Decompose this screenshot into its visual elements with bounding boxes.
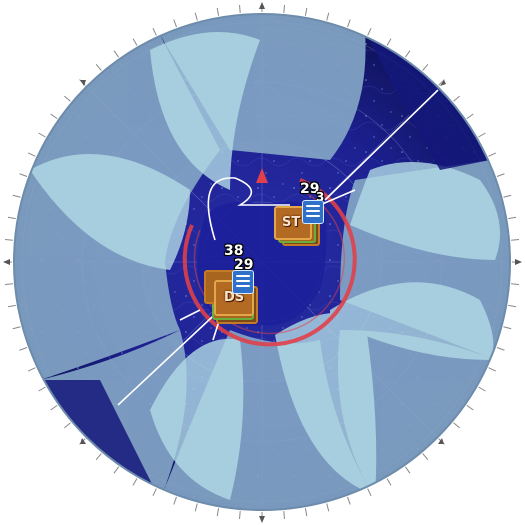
northeast-marker-icon <box>440 80 446 86</box>
compass-tick <box>194 503 198 512</box>
compass-tick <box>488 367 497 372</box>
west-marker-icon <box>3 259 10 265</box>
compass-tick <box>347 496 351 505</box>
compass-markers <box>3 2 522 523</box>
compass-tick <box>511 283 520 285</box>
compass-tick <box>496 347 505 351</box>
fleet-upper-count-top: 29 <box>300 181 320 197</box>
compass-tick <box>496 173 505 177</box>
compass-tick <box>503 194 512 198</box>
compass-tick <box>239 511 241 520</box>
compass-tick <box>7 304 16 308</box>
compass-tick <box>508 304 517 308</box>
compass-tick <box>478 132 486 138</box>
compass-tick <box>386 38 392 46</box>
northwest-marker-icon <box>80 80 86 86</box>
compass-tick <box>239 4 241 13</box>
compass-tick <box>453 95 460 102</box>
compass-tick <box>367 488 372 497</box>
compass-tick <box>503 326 512 330</box>
movement-routes <box>117 89 439 406</box>
compass-tick <box>283 4 285 13</box>
fleet-upper-marker[interactable]: 29 3 ST <box>268 180 338 250</box>
compass-tick-ring <box>4 4 520 520</box>
zone-heading-arrow-icon <box>256 168 268 183</box>
compass-tick <box>304 7 308 16</box>
fog-of-war-petals <box>30 32 500 500</box>
southwest-marker-icon <box>80 438 86 444</box>
compass-tick <box>438 79 445 86</box>
compass-tick <box>511 239 520 241</box>
compass-tick <box>404 50 411 58</box>
compass-tick <box>488 152 497 157</box>
compass-tick <box>422 453 429 460</box>
compass-tick <box>95 453 102 460</box>
compass-tick <box>12 326 21 330</box>
compass-tick <box>19 347 28 351</box>
compass-tick <box>367 27 372 36</box>
compass-tick <box>326 503 330 512</box>
fleet-lower-unit-code: DS <box>224 290 245 305</box>
compass-tick <box>173 496 177 505</box>
fleet-upper-unit-code: ST <box>282 215 301 230</box>
compass-tick <box>50 404 58 411</box>
compass-tick <box>64 95 71 102</box>
compass-tick <box>50 113 58 120</box>
compass-tick <box>27 152 36 157</box>
south-marker-icon <box>259 516 265 523</box>
compass-tick <box>508 216 517 220</box>
compass-tick <box>132 38 138 46</box>
compass-tick <box>4 239 13 241</box>
compass-tick <box>326 12 330 21</box>
compass-tick <box>12 194 21 198</box>
map-rim <box>13 13 511 511</box>
compass-tick <box>404 466 411 474</box>
compass-tick <box>19 173 28 177</box>
compass-tick <box>113 50 120 58</box>
compass-tick <box>152 27 157 36</box>
compass-tick <box>4 283 13 285</box>
fleet-lower-marker[interactable]: 38 29 DS <box>200 242 270 328</box>
compass-tick <box>152 488 157 497</box>
compass-tick <box>27 367 36 372</box>
compass-tick <box>422 64 429 71</box>
compass-tick <box>38 386 46 392</box>
compass-tick <box>466 113 474 120</box>
compass-tick <box>304 508 308 517</box>
compass-tick <box>113 466 120 474</box>
compass-tick <box>132 478 138 486</box>
engagement-zone-ring <box>182 178 357 347</box>
compass-tick <box>216 7 220 16</box>
wave-stack-icon <box>302 200 324 224</box>
compass-tick <box>7 216 16 220</box>
compass-tick <box>466 404 474 411</box>
compass-tick <box>453 422 460 429</box>
compass-tick <box>38 132 46 138</box>
east-marker-icon <box>515 259 522 265</box>
compass-tick <box>283 511 285 520</box>
compass-tick <box>478 386 486 392</box>
compass-tick <box>216 508 220 517</box>
compass-tick <box>64 422 71 429</box>
southeast-marker-icon <box>438 438 444 444</box>
wave-stack-icon <box>232 270 254 294</box>
compass-tick <box>347 19 351 28</box>
north-marker-icon <box>259 2 265 9</box>
fleet-lower-count-top: 38 <box>224 243 244 259</box>
compass-tick <box>386 478 392 486</box>
compass-tick <box>173 19 177 28</box>
compass-tick <box>95 64 102 71</box>
compass-tick <box>194 12 198 21</box>
engagement-zone-ring-inner <box>193 189 346 335</box>
